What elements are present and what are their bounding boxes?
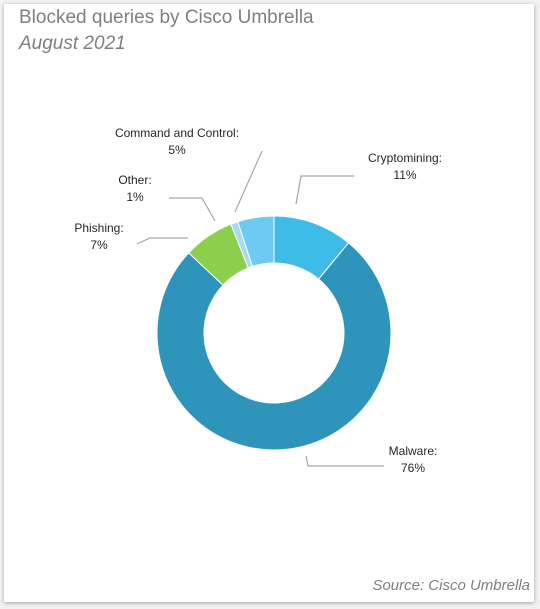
chart-source: Source: Cisco Umbrella [372, 577, 530, 594]
chart-subtitle: August 2021 [19, 33, 126, 54]
leader-line-phishing [136, 237, 188, 245]
data-label-value-command-and-control: 5% [168, 143, 186, 157]
data-label-value-malware: 76% [401, 461, 425, 475]
leader-line-command-and-control [234, 150, 263, 213]
leader-line-other [169, 197, 216, 222]
chart-title: Blocked queries by Cisco Umbrella [19, 7, 314, 28]
data-label-name-cryptomining: Cryptomining: [368, 151, 442, 165]
data-label-name-other: Other: [118, 173, 151, 187]
data-label-name-phishing: Phishing: [74, 221, 123, 235]
data-label-value-phishing: 7% [90, 238, 108, 252]
slice-malware [156, 242, 392, 451]
leader-line-cryptomining [295, 175, 354, 205]
leader-line-malware [305, 455, 384, 467]
chart-card: Blocked queries by Cisco Umbrella August… [4, 4, 534, 602]
data-label-value-other: 1% [126, 190, 144, 204]
slice-command-and-control [237, 215, 275, 268]
donut-slices [156, 215, 392, 451]
donut-chart: Cryptomining: 11% Command and Control: 5… [74, 126, 442, 475]
data-label-name-command-and-control: Command and Control: [115, 126, 239, 140]
data-label-value-cryptomining: 11% [393, 168, 416, 182]
data-label-name-malware: Malware: [389, 444, 438, 458]
